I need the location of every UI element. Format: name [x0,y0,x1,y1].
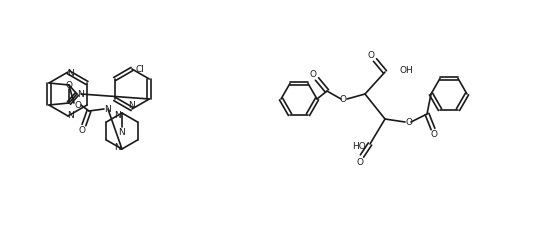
Text: N: N [128,101,135,110]
Text: O: O [405,118,412,127]
Text: N: N [104,105,112,114]
Text: O: O [368,51,374,60]
Text: N: N [119,128,125,137]
Text: O: O [356,158,363,167]
Text: OH: OH [399,66,413,75]
Text: O: O [310,70,317,79]
Text: N: N [115,143,121,152]
Text: O: O [65,81,72,90]
Text: N: N [66,69,73,78]
Text: N: N [66,111,73,120]
Text: HO: HO [352,142,366,151]
Text: Cl: Cl [135,65,144,74]
Text: O: O [339,95,347,104]
Text: O: O [78,126,85,135]
Text: N: N [115,111,121,120]
Text: O: O [430,130,437,139]
Text: N: N [78,90,84,99]
Text: O: O [75,101,82,110]
